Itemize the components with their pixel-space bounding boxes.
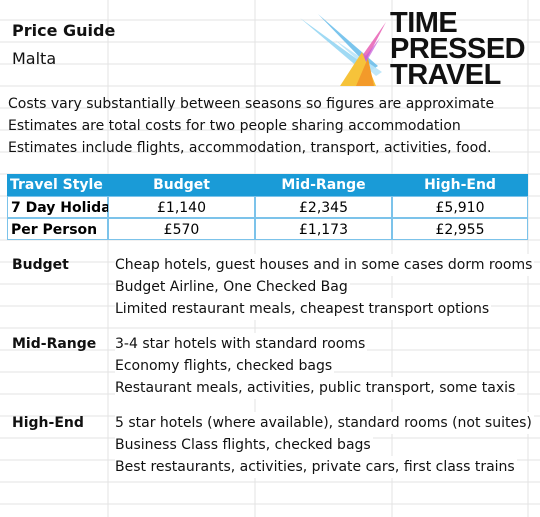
note: Costs vary substantially between seasons…	[8, 96, 495, 112]
logo-text: TIME	[390, 7, 458, 39]
table-header: Mid-Range	[255, 174, 392, 196]
table-cell: 7 Day Holiday	[7, 196, 119, 218]
detail-item: Best restaurants, activities, private ca…	[115, 456, 517, 478]
logo-text: PRESSED	[390, 33, 526, 65]
detail-item: Economy flights, checked bags	[115, 355, 335, 377]
table-cell: £2,345	[255, 196, 392, 218]
detail-item: 5 star hotels (where available), standar…	[115, 412, 534, 434]
table-cell: £5,910	[392, 196, 528, 218]
detail-item: Limited restaurant meals, cheapest trans…	[115, 298, 492, 320]
subtitle: Malta	[12, 49, 57, 68]
table-header: High-End	[392, 174, 528, 196]
detail-style: High-End	[12, 415, 84, 431]
table-header: Travel Style	[7, 174, 108, 196]
logo-graphic	[300, 14, 386, 86]
detail-style: Budget	[12, 257, 69, 273]
detail-item: Business Class flights, checked bags	[115, 434, 373, 456]
detail-item: 3-4 star hotels with standard rooms	[115, 333, 368, 355]
table-cell: £1,173	[255, 218, 392, 240]
detail-item: Budget Airline, One Checked Bag	[115, 276, 350, 298]
detail-item: Restaurant meals, activities, public tra…	[115, 377, 518, 399]
table-cell: Per Person	[7, 218, 108, 240]
title: Price Guide	[12, 21, 116, 40]
note: Estimates include flights, accommodation…	[8, 140, 492, 156]
detail-item: Cheap hotels, guest houses and in some c…	[115, 254, 535, 276]
table-cell: £2,955	[392, 218, 528, 240]
note: Estimates are total costs for two people…	[8, 118, 461, 134]
logo-text: TRAVEL	[390, 59, 501, 91]
table-header: Budget	[108, 174, 255, 196]
table-cell: £1,140	[108, 196, 255, 218]
detail-style: Mid-Range	[12, 336, 97, 352]
table-cell: £570	[108, 218, 255, 240]
